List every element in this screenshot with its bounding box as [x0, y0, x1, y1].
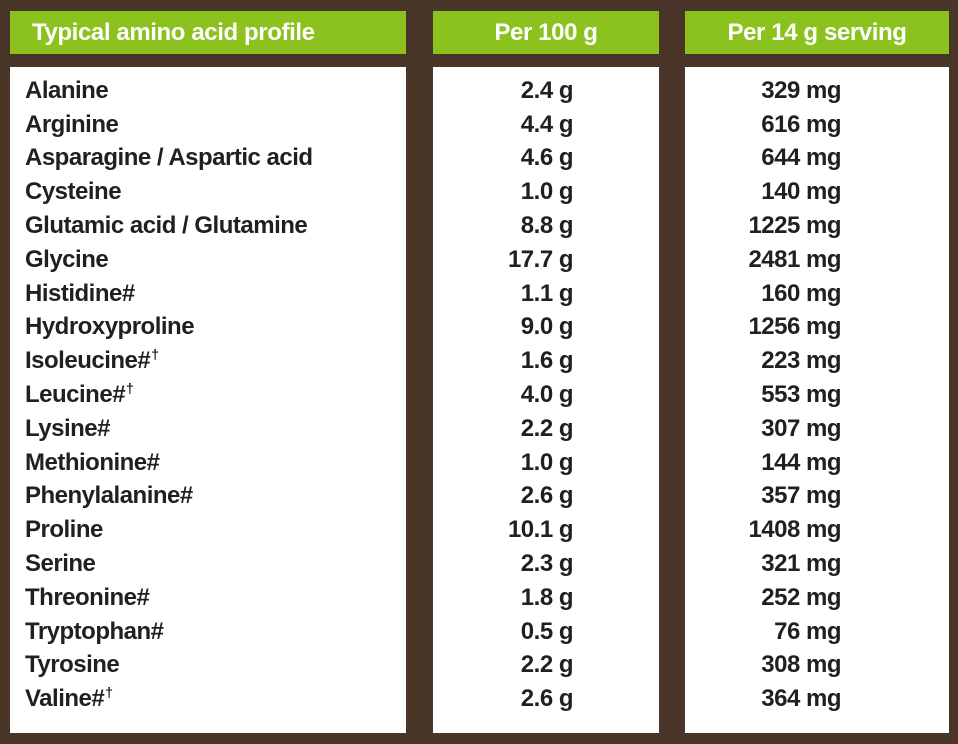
per-100g-cell: 4.0 g	[520, 381, 574, 409]
per-serving-cell: 2481 mg	[748, 245, 841, 273]
per-serving-cell: 357 mg	[761, 482, 841, 510]
amino-name-cell: Glutamic acid / Glutamine	[25, 212, 308, 240]
per-serving-cell: 364 mg	[761, 685, 841, 713]
per-100g-cell: 1.6 g	[520, 347, 574, 375]
amino-name-cell: Tyrosine	[25, 651, 120, 679]
per-100g-cell: 1.1 g	[520, 279, 574, 307]
amino-name-cell: Valine# †	[25, 684, 113, 713]
per-100g-cell: 9.0 g	[520, 313, 574, 341]
column-body-per-100g: 2.4 g 4.4 g 4.6 g 1.0 g 8.8 g 17.7 g 1.1 g 9.0 …	[433, 67, 659, 733]
column-body-amino-names: Alanine Arginine Asparagine / Aspartic aci…	[10, 67, 406, 733]
per-serving-cell: 307 mg	[761, 414, 841, 442]
per-serving-cell: 252 mg	[761, 583, 841, 611]
column-per-serving: Per 14 g serving 329 mg 616 mg 644 mg 140 m…	[685, 0, 949, 744]
amino-name-cell: Isoleucine# †	[25, 346, 159, 375]
per-serving-cell: 140 mg	[761, 178, 841, 206]
amino-name-cell: Histidine#	[25, 279, 135, 307]
amino-name-cell: Cysteine	[25, 178, 122, 206]
amino-name-cell: Arginine	[25, 110, 119, 138]
per-100g-cell: 2.3 g	[520, 550, 574, 578]
per-100g-cell: 2.6 g	[520, 482, 574, 510]
per-100g-cell: 2.6 g	[520, 685, 574, 713]
per-serving-cell: 76 mg	[774, 617, 841, 645]
per-100g-cell: 1.0 g	[520, 178, 574, 206]
per-serving-cell: 329 mg	[761, 76, 841, 104]
per-100g-cell: 10.1 g	[507, 516, 574, 544]
per-100g-cell: 0.5 g	[520, 617, 574, 645]
per-serving-cell: 1408 mg	[748, 516, 841, 544]
column-body-per-serving: 329 mg 616 mg 644 mg 140 mg 1225 mg 2481 mg 16…	[685, 67, 949, 733]
per-serving-cell: 223 mg	[761, 347, 841, 375]
per-100g-cell: 2.4 g	[520, 76, 574, 104]
column-header-per-serving: Per 14 g serving	[685, 11, 949, 54]
per-100g-cell: 1.0 g	[520, 448, 574, 476]
per-serving-cell: 1225 mg	[748, 212, 841, 240]
amino-name-cell: Serine	[25, 550, 96, 578]
per-serving-cell: 308 mg	[761, 651, 841, 679]
per-serving-cell: 144 mg	[761, 448, 841, 476]
per-serving-cell: 644 mg	[761, 144, 841, 172]
amino-name-cell: Lysine#	[25, 414, 111, 442]
per-100g-cell: 4.4 g	[520, 110, 574, 138]
per-100g-cell: 2.2 g	[520, 651, 574, 679]
per-serving-cell: 553 mg	[761, 381, 841, 409]
amino-name-cell: Glycine	[25, 245, 109, 273]
amino-name-cell: Hydroxyproline	[25, 313, 195, 341]
per-serving-cell: 160 mg	[761, 279, 841, 307]
column-per-100g: Per 100 g 2.4 g 4.4 g 4.6 g 1.0 g 8.8 g 17.7 …	[433, 0, 659, 744]
amino-name-cell: Methionine#	[25, 448, 160, 476]
amino-name-cell: Asparagine / Aspartic acid	[25, 144, 313, 172]
amino-name-cell: Alanine	[25, 76, 109, 104]
column-header-amino-names: Typical amino acid profile	[10, 11, 406, 54]
per-100g-cell: 8.8 g	[520, 212, 574, 240]
amino-name-cell: Leucine# †	[25, 380, 134, 409]
amino-name-cell: Threonine#	[25, 583, 150, 611]
per-serving-cell: 616 mg	[761, 110, 841, 138]
per-100g-cell: 17.7 g	[507, 245, 574, 273]
per-100g-cell: 2.2 g	[520, 414, 574, 442]
amino-name-cell: Phenylalanine#	[25, 482, 193, 510]
per-100g-cell: 4.6 g	[520, 144, 574, 172]
per-serving-cell: 1256 mg	[748, 313, 841, 341]
amino-name-cell: Proline	[25, 516, 103, 544]
column-amino-names: Typical amino acid profile Alanine Argini…	[10, 0, 406, 744]
amino-name-cell: Tryptophan#	[25, 617, 164, 645]
column-header-per-100g: Per 100 g	[433, 11, 659, 54]
per-100g-cell: 1.8 g	[520, 583, 574, 611]
per-serving-cell: 321 mg	[761, 550, 841, 578]
